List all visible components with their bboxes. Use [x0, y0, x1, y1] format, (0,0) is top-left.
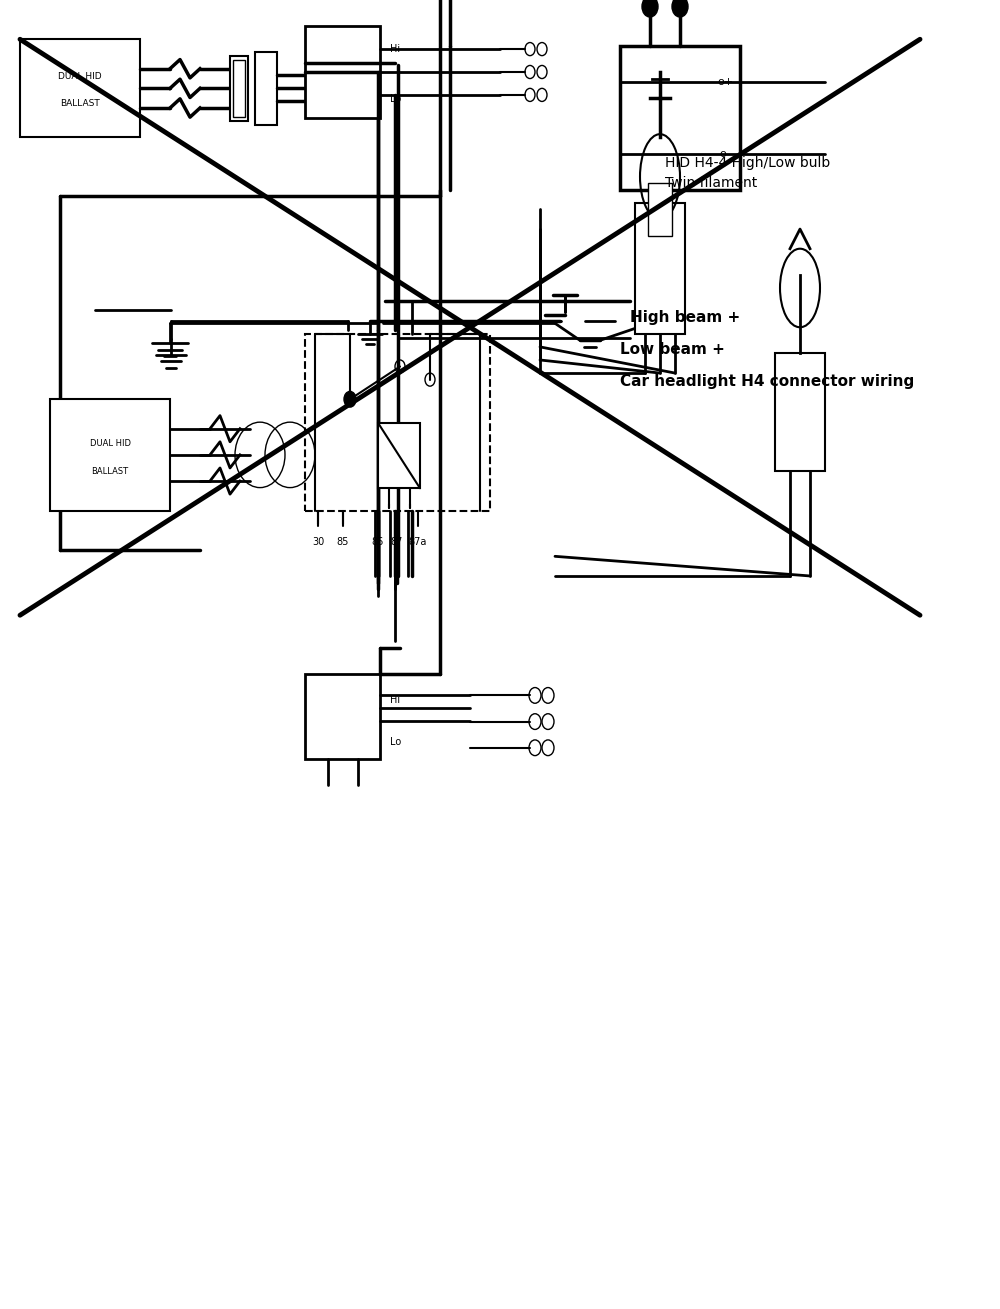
Bar — [233, 60, 245, 118]
Bar — [305, 674, 380, 759]
Text: DUAL HID: DUAL HID — [58, 72, 102, 81]
Bar — [648, 183, 672, 236]
Bar — [775, 353, 825, 471]
Bar — [620, 46, 740, 190]
Text: Lo: Lo — [390, 94, 401, 105]
Text: Lo: Lo — [390, 737, 401, 747]
Text: Hi: Hi — [390, 695, 400, 704]
Circle shape — [344, 391, 356, 407]
Circle shape — [672, 0, 688, 17]
Text: 86: 86 — [372, 537, 384, 547]
Text: o+: o+ — [717, 77, 733, 86]
Bar — [50, 399, 170, 511]
Bar — [378, 423, 420, 488]
Text: Twin filament: Twin filament — [665, 175, 757, 190]
Text: o-: o- — [720, 149, 730, 158]
Text: Hi: Hi — [390, 45, 400, 54]
Bar — [255, 52, 277, 126]
Text: 85: 85 — [337, 537, 349, 547]
Text: High beam +: High beam + — [630, 310, 740, 325]
Text: 87: 87 — [391, 537, 403, 547]
Text: BALLAST: BALLAST — [91, 467, 129, 476]
Text: Car headlight H4 connector wiring: Car headlight H4 connector wiring — [620, 374, 914, 389]
Bar — [635, 203, 685, 334]
Text: BALLAST: BALLAST — [60, 98, 100, 107]
Bar — [305, 26, 380, 118]
Circle shape — [642, 0, 658, 17]
Text: DUAL HID: DUAL HID — [90, 440, 130, 448]
Bar — [230, 55, 248, 122]
Text: 87a: 87a — [409, 537, 427, 547]
Text: HID H4-4 High/Low bulb: HID H4-4 High/Low bulb — [665, 156, 830, 170]
Bar — [20, 39, 140, 137]
Text: Low beam +: Low beam + — [620, 343, 725, 357]
Text: 30: 30 — [312, 537, 324, 547]
Bar — [305, 334, 490, 511]
